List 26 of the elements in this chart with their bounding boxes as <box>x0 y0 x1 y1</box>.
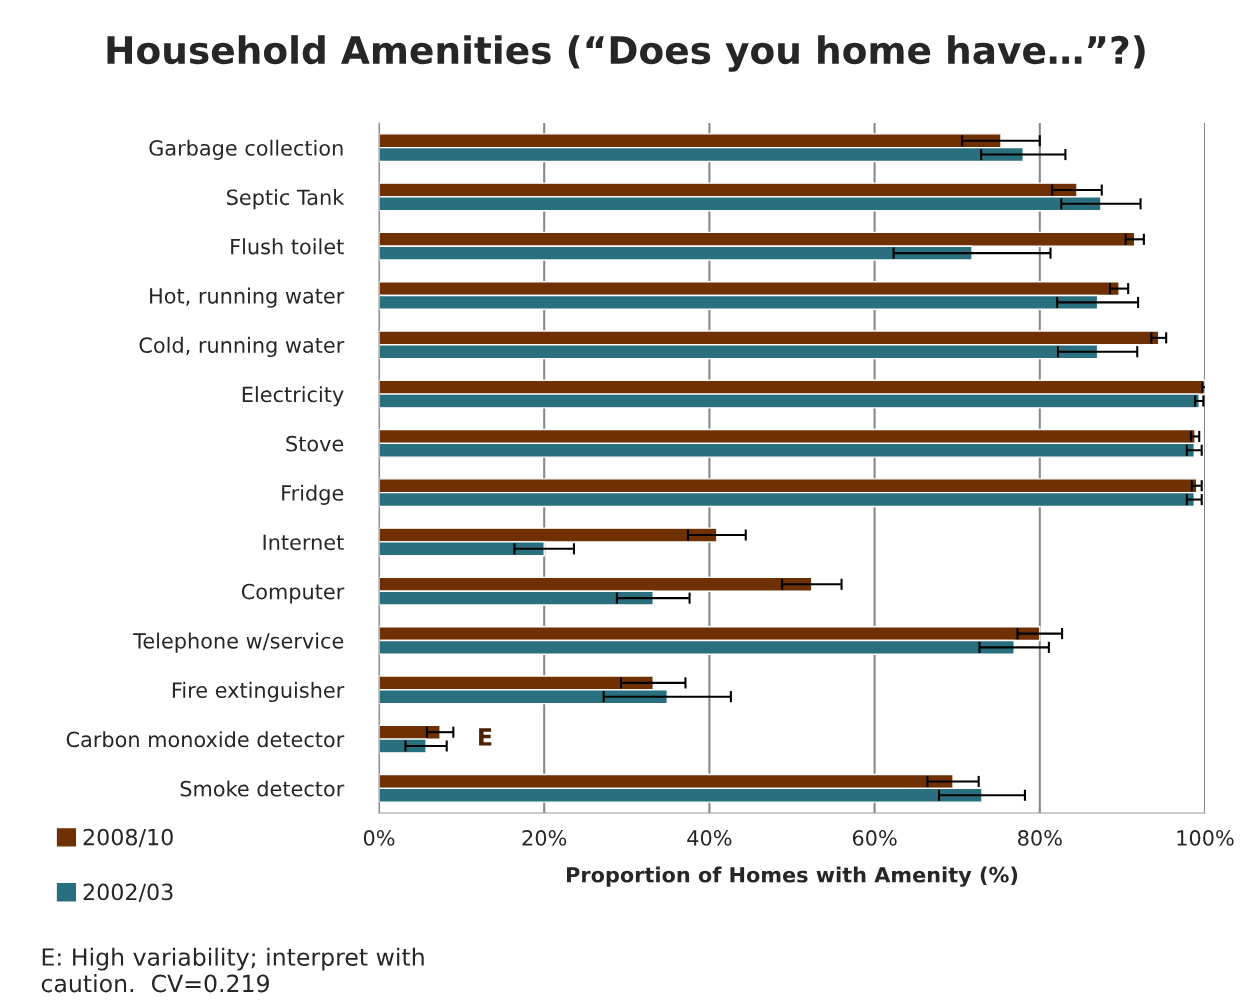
y-tick-label: Internet <box>263 534 344 551</box>
y-tick-label: Smoke detector <box>180 780 345 797</box>
y-tick-label: Fire extinguisher <box>172 681 345 703</box>
x-tick-label: 100% <box>1177 830 1234 846</box>
x-tick-label: 0% <box>363 830 395 846</box>
text: E: High variability; interpret with caution. CV=0.219 <box>41 947 424 993</box>
y-tick-label: Garbage collection <box>149 139 343 160</box>
y-tick-label: Cold, running water <box>139 336 345 358</box>
legend-label: 2002/03 <box>83 883 173 903</box>
chart-title: Household Amenities (“Does you home have…”?) <box>107 35 1145 72</box>
y-tick-label: Electricity <box>242 386 344 407</box>
y-tick-label: Hot, running water <box>150 287 345 308</box>
y-tick-label: Telephone w/service <box>133 632 344 653</box>
y-tick-label: Stove <box>286 435 344 452</box>
x-tick-label: 40% <box>687 830 732 846</box>
legend-label: 2008/10 <box>83 828 173 848</box>
x-tick-label: 60% <box>852 830 897 846</box>
y-tick-label: Carbon monoxide detector <box>66 731 345 748</box>
x-tick-label: 80% <box>1018 830 1062 846</box>
y-tick-label: Flush toilet <box>231 238 344 255</box>
annotation: E <box>479 728 492 746</box>
y-tick-label: Septic Tank <box>227 189 345 210</box>
y-tick-label: Fridge <box>282 484 344 505</box>
x-tick-label: 20% <box>522 830 567 846</box>
y-tick-label: Computer <box>241 583 345 604</box>
x-axis-title: Proportion of Homes with Amenity (%) <box>567 866 1018 887</box>
